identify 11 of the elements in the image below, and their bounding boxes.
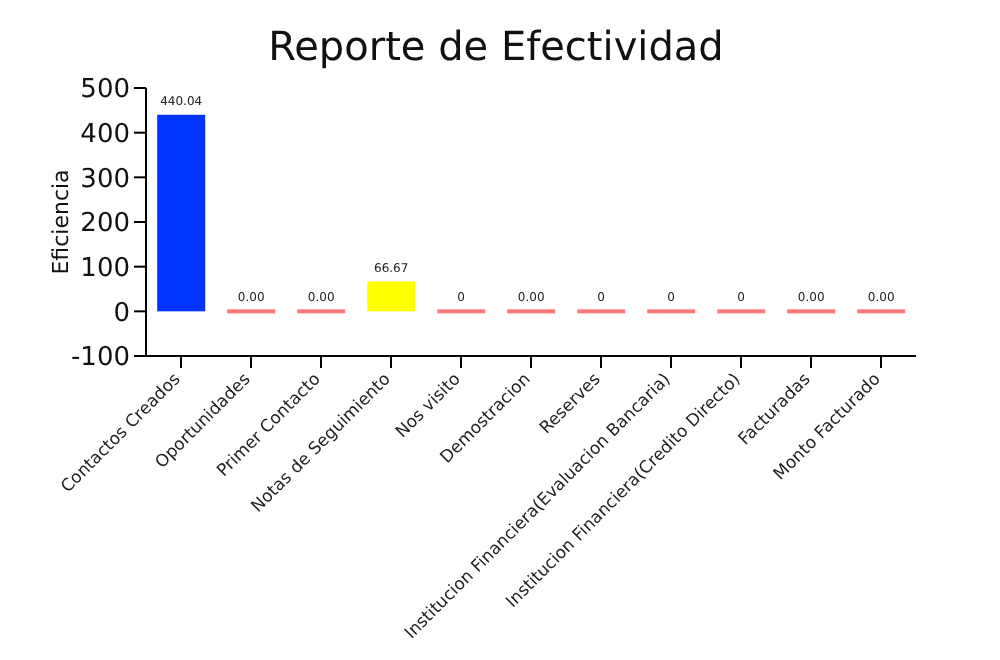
y-axis-title: Eficiencia bbox=[47, 169, 74, 275]
y-tick-label: 0 bbox=[113, 298, 130, 329]
y-tick-label: 500 bbox=[80, 75, 130, 106]
y-tick-label: 100 bbox=[80, 253, 130, 284]
y-tick-label: -100 bbox=[70, 343, 130, 374]
y-tick-label: 200 bbox=[80, 209, 130, 240]
y-tick-label: 300 bbox=[80, 164, 130, 195]
bar bbox=[367, 281, 416, 312]
chart-title: Reporte de Efectividad bbox=[266, 20, 726, 74]
y-tick-label: 400 bbox=[80, 119, 130, 150]
bar bbox=[157, 114, 206, 312]
